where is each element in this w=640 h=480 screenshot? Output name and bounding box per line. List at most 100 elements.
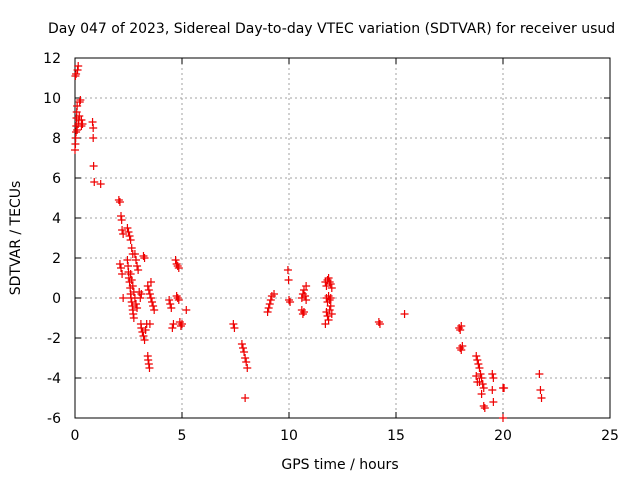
y-tick-label: 10 <box>43 91 61 107</box>
data-point <box>74 62 83 70</box>
data-point <box>286 298 295 306</box>
axis-ticks <box>74 57 611 419</box>
data-point <box>149 302 158 310</box>
data-point <box>264 304 273 312</box>
data-point <box>127 276 136 284</box>
data-point <box>129 310 138 318</box>
y-tick-label: 6 <box>52 171 61 187</box>
data-point <box>326 302 335 310</box>
data-points <box>71 62 546 422</box>
data-point <box>240 348 249 356</box>
data-point <box>323 312 332 320</box>
data-point <box>144 360 153 368</box>
data-point <box>115 260 124 268</box>
data-point <box>127 244 136 252</box>
data-point <box>175 318 184 326</box>
data-point <box>237 340 246 348</box>
data-point <box>489 398 498 406</box>
data-point <box>265 300 274 308</box>
data-point <box>472 352 481 360</box>
grid <box>75 58 610 418</box>
data-point <box>145 320 154 328</box>
data-point <box>536 386 545 394</box>
data-point <box>123 256 132 264</box>
data-point <box>77 116 86 124</box>
data-point <box>321 320 330 328</box>
data-point <box>144 286 153 294</box>
data-point <box>144 356 153 364</box>
data-point <box>123 224 132 232</box>
data-point <box>133 304 142 312</box>
y-tick-label: -4 <box>47 371 61 387</box>
data-point <box>76 96 85 104</box>
data-point <box>270 290 279 298</box>
y-tick-label: 2 <box>52 251 61 267</box>
data-point <box>73 66 82 74</box>
data-point <box>455 324 464 332</box>
data-point <box>72 70 81 78</box>
data-point <box>299 308 308 316</box>
data-point <box>230 324 239 332</box>
data-point <box>119 230 128 238</box>
data-point <box>128 282 137 290</box>
data-point <box>178 320 186 328</box>
data-point <box>474 360 483 368</box>
data-point <box>327 310 336 318</box>
data-point <box>174 264 183 272</box>
data-point <box>133 262 142 270</box>
data-point <box>477 374 486 382</box>
data-point <box>326 280 335 288</box>
data-point <box>150 306 159 314</box>
data-point <box>266 296 275 304</box>
data-point <box>241 354 250 362</box>
plot-frame <box>74 57 611 419</box>
data-point <box>118 270 127 278</box>
data-point <box>114 196 123 204</box>
data-point <box>88 118 97 126</box>
data-point <box>165 296 174 304</box>
data-point <box>489 374 498 382</box>
data-point <box>238 344 247 352</box>
x-tick-label: 15 <box>387 428 405 444</box>
data-point <box>477 390 486 398</box>
data-point <box>243 364 252 372</box>
data-point <box>173 294 182 302</box>
data-point <box>488 386 497 394</box>
data-point <box>145 364 154 372</box>
data-point <box>325 278 334 286</box>
data-point <box>172 260 181 268</box>
data-point <box>297 306 306 314</box>
data-point <box>472 372 481 380</box>
data-point <box>136 294 145 302</box>
data-point <box>115 198 124 206</box>
data-point <box>480 404 489 412</box>
data-point <box>324 274 333 282</box>
data-point <box>242 358 251 366</box>
data-point <box>400 310 409 318</box>
data-point <box>126 270 135 278</box>
data-point <box>174 296 183 304</box>
data-point <box>137 290 146 298</box>
data-point <box>167 304 176 312</box>
data-point <box>171 256 180 264</box>
data-point <box>131 300 140 308</box>
data-point <box>325 296 334 304</box>
data-point <box>456 344 465 352</box>
x-tick-label: 25 <box>601 428 619 444</box>
data-point <box>166 300 175 308</box>
data-point <box>117 264 126 272</box>
data-point <box>473 356 482 364</box>
data-point <box>456 326 465 334</box>
y-tick-label: -2 <box>47 331 61 347</box>
data-point <box>302 296 311 304</box>
y-tick-label: 0 <box>52 291 61 307</box>
data-point <box>241 394 250 402</box>
data-point <box>117 216 126 224</box>
data-point <box>141 326 150 334</box>
tick-labels: 0 5 10 15 20 25 -6 -4 -2 0 2 4 6 8 10 12 <box>43 51 619 444</box>
data-point <box>302 282 311 290</box>
data-point <box>267 292 276 300</box>
data-point <box>131 256 140 264</box>
data-point <box>457 346 466 354</box>
